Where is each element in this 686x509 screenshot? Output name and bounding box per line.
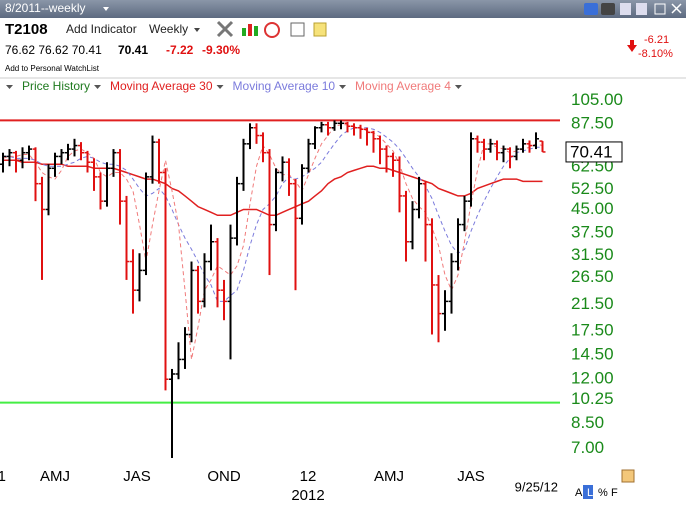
- watchlist-link[interactable]: Add to Personal WatchList: [5, 64, 100, 73]
- change-percent: -9.30%: [202, 43, 240, 57]
- legend-bar: [0, 79, 560, 97]
- symbol: T2108: [5, 21, 48, 38]
- dropdown-arrow[interactable]: [103, 7, 109, 11]
- add-indicator[interactable]: Add Indicator: [66, 22, 137, 36]
- x-tick-label: OND: [207, 468, 241, 485]
- dropdown-arrow[interactable]: [194, 28, 200, 32]
- s-button[interactable]: [584, 3, 598, 15]
- x-tick-label: AMJ: [40, 468, 70, 485]
- moving-average: [3, 159, 543, 217]
- legend-item[interactable]: Moving Average 10: [233, 79, 336, 93]
- legend-item[interactable]: Moving Average 4: [355, 79, 451, 93]
- right-change-percent: -8.10%: [638, 48, 673, 60]
- y-tick-label: 12.00: [571, 369, 614, 388]
- y-tick-label: 52.50: [571, 179, 614, 198]
- grid-icon[interactable]: [290, 22, 305, 37]
- last-price: 70.41: [118, 43, 148, 57]
- y-tick-label: 14.50: [571, 344, 614, 363]
- alarm-icon[interactable]: [264, 22, 280, 38]
- legend-arrow[interactable]: [6, 85, 13, 89]
- price-box-label: 70.41: [570, 142, 613, 161]
- footer-button[interactable]: A: [575, 487, 583, 499]
- y-tick-label: 37.50: [571, 222, 614, 241]
- y-tick-label: 17.50: [571, 320, 614, 339]
- legend-arrow[interactable]: [339, 85, 347, 89]
- x-tick-label: JAS: [123, 468, 151, 485]
- legend-item[interactable]: Price History: [22, 79, 90, 93]
- legend-arrow[interactable]: [94, 85, 102, 89]
- quote: 76.62 76.62 70.41: [5, 43, 102, 57]
- footer-button[interactable]: L: [587, 487, 593, 499]
- change: -7.22: [166, 43, 194, 57]
- print-button[interactable]: [636, 3, 647, 15]
- last-date: 9/25/12: [515, 479, 558, 494]
- x-tick-label: 12: [300, 468, 317, 485]
- y-tick-label: 31.50: [571, 245, 614, 264]
- title-bar: [0, 0, 686, 18]
- moving-average: [2, 124, 543, 360]
- footer-button[interactable]: %: [598, 487, 608, 499]
- note-icon[interactable]: [313, 22, 327, 37]
- y-tick-label: 7.00: [571, 438, 604, 457]
- x-tick-label: JAS: [457, 468, 485, 485]
- price-box: [565, 141, 623, 163]
- maximize-button[interactable]: [654, 3, 666, 15]
- legend-arrow[interactable]: [216, 85, 224, 89]
- bar-icon[interactable]: [242, 24, 258, 36]
- y-tick-label: 21.50: [571, 294, 614, 313]
- footer-button[interactable]: F: [611, 487, 618, 499]
- y-tick-label: 26.50: [571, 267, 614, 286]
- tools-icon[interactable]: [216, 20, 234, 38]
- interval[interactable]: Weekly: [149, 22, 188, 36]
- close-button[interactable]: [671, 3, 682, 14]
- y-tick-label: 45.00: [571, 199, 614, 218]
- x-year-label: 2012: [291, 487, 324, 504]
- button-bg[interactable]: [583, 485, 593, 499]
- x-tick-label: 11: [0, 468, 6, 485]
- tv-button[interactable]: [601, 3, 615, 15]
- y-tick-label: 87.50: [571, 114, 614, 133]
- y-tick-label: 10.25: [571, 389, 614, 408]
- period-label[interactable]: 8/2011--weekly: [5, 1, 85, 15]
- legend-item[interactable]: Moving Average 30: [110, 79, 213, 93]
- y-tick-label: 105.00: [571, 90, 623, 109]
- save-button[interactable]: [620, 3, 631, 15]
- x-tick-label: AMJ: [374, 468, 404, 485]
- pencil-icon[interactable]: [621, 469, 635, 483]
- right-change: -6.21: [644, 34, 669, 46]
- down-arrow: [627, 40, 637, 52]
- legend-arrow[interactable]: [454, 85, 462, 89]
- y-tick-label: 8.50: [571, 413, 604, 432]
